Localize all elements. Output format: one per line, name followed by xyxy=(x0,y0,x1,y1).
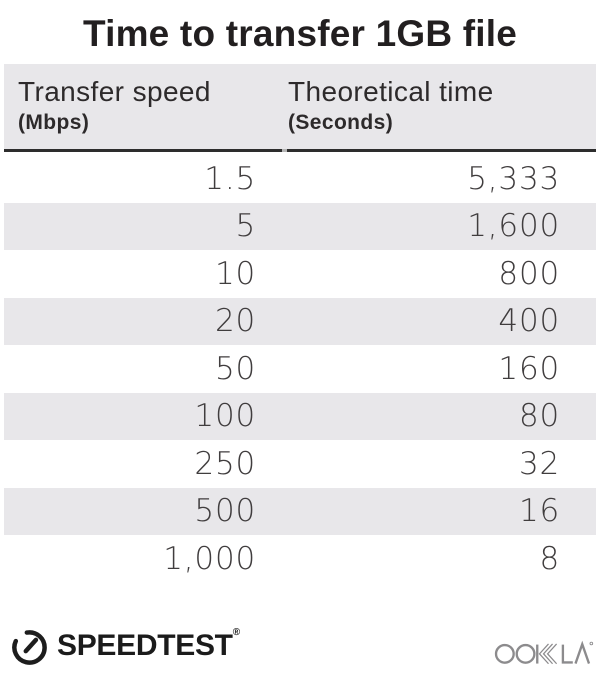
table-row: 10 800 xyxy=(4,250,596,298)
time-cell: 8 xyxy=(539,540,560,577)
speed-cell: 100 xyxy=(194,398,256,435)
speed-cell: 500 xyxy=(194,493,256,530)
speed-cell: 5 xyxy=(235,208,256,245)
time-cell: 800 xyxy=(498,255,560,292)
header-theoretical-time: Theoretical time (Seconds) xyxy=(288,75,494,137)
time-cell: 160 xyxy=(498,350,560,387)
header-transfer-speed: Transfer speed (Mbps) xyxy=(18,75,211,137)
table-row: 1,000 8 xyxy=(4,535,596,583)
speed-cell: 1.5 xyxy=(204,160,256,197)
time-cell: 5,333 xyxy=(467,160,560,197)
time-cell: 32 xyxy=(518,445,560,482)
table-body: 1.5 5,333 5 1,600 10 800 20 400 50 160 1… xyxy=(4,155,596,583)
time-cell: 80 xyxy=(518,398,560,435)
header-transfer-speed-label: Transfer speed xyxy=(18,76,211,107)
header-seconds-unit: (Seconds) xyxy=(288,111,394,134)
table-row: 1.5 5,333 xyxy=(4,155,596,203)
header-mbps-unit: (Mbps) xyxy=(18,111,90,134)
speed-cell: 1,000 xyxy=(163,540,256,577)
table-header: Transfer speed (Mbps) Theoretical time (… xyxy=(4,64,596,152)
speed-cell: 10 xyxy=(214,255,256,292)
speedtest-label: SPEEDTEST xyxy=(57,629,233,662)
table-row: 5 1,600 xyxy=(4,202,596,250)
time-cell: 16 xyxy=(518,493,560,530)
page-title: Time to transfer 1GB file xyxy=(82,13,518,54)
speed-cell: 20 xyxy=(214,303,256,340)
ookla-wordmark-icon xyxy=(494,640,594,665)
table-row: 20 400 xyxy=(4,297,596,345)
table-row: 100 80 xyxy=(4,392,596,440)
table-row: 250 32 xyxy=(4,440,596,488)
registered-trademark: ® xyxy=(232,627,240,638)
speedtest-wordmark: SPEEDTEST® xyxy=(57,626,240,665)
time-cell: 1,600 xyxy=(467,208,560,245)
table-row: 500 16 xyxy=(4,487,596,535)
speedtest-logo: SPEEDTEST® xyxy=(10,626,240,671)
speed-cell: 50 xyxy=(214,350,256,387)
time-cell: 400 xyxy=(498,303,560,340)
ookla-logo xyxy=(493,639,595,666)
gauge-icon xyxy=(10,627,49,671)
speed-cell: 250 xyxy=(194,445,256,482)
table-row: 50 160 xyxy=(4,345,596,393)
header-theoretical-time-label: Theoretical time xyxy=(288,76,494,107)
